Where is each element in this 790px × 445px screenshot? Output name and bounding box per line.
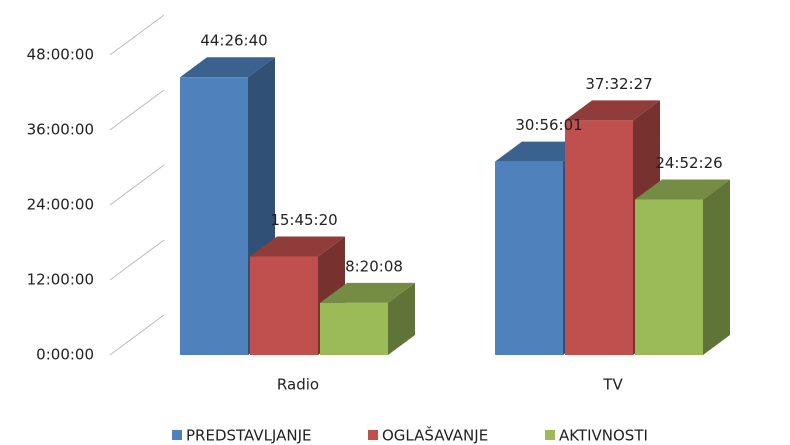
- bar-front: [250, 256, 318, 355]
- y-tick-label: 24:00:00: [27, 196, 94, 214]
- y-tick-label: 12:00:00: [27, 271, 94, 289]
- legend-swatch: [545, 430, 555, 440]
- y-tick-label: 36:00:00: [27, 121, 94, 139]
- bar: [635, 179, 730, 355]
- x-tick-label: Radio: [277, 376, 319, 394]
- data-label: 30:56:01: [515, 116, 582, 134]
- data-label: 44:26:40: [200, 32, 267, 50]
- grid-line: [109, 89, 165, 131]
- bar-side: [703, 179, 730, 355]
- legend-swatch: [368, 430, 378, 440]
- bar-front: [565, 120, 633, 356]
- legend-swatch: [172, 430, 182, 440]
- data-label: 8:20:08: [345, 257, 403, 275]
- grid-line: [109, 14, 165, 56]
- legend-label: PREDSTAVLJANJE: [186, 427, 311, 445]
- legend-label: AKTIVNOSTI: [559, 427, 648, 445]
- bar-top: [180, 57, 275, 78]
- bar-top: [635, 179, 730, 200]
- bar-front: [635, 199, 703, 355]
- data-label: 37:32:27: [585, 75, 652, 93]
- x-tick-label: TV: [602, 376, 623, 394]
- bar: [320, 282, 415, 355]
- bar-front: [495, 161, 563, 355]
- bar-side: [388, 282, 415, 355]
- y-tick-label: 0:00:00: [36, 346, 94, 364]
- grid-line: [109, 314, 165, 356]
- data-label: 24:52:26: [655, 154, 722, 172]
- bar-top: [320, 282, 415, 303]
- legend-label: OGLAŠAVANJE: [382, 426, 488, 445]
- bar-front: [320, 302, 388, 355]
- grid-line: [109, 164, 165, 206]
- data-label: 15:45:20: [270, 211, 337, 229]
- y-tick-label: 48:00:00: [27, 46, 94, 64]
- grid-line: [109, 239, 165, 281]
- bar-front: [180, 77, 248, 355]
- bar-top: [250, 236, 345, 257]
- bar-top: [565, 100, 660, 121]
